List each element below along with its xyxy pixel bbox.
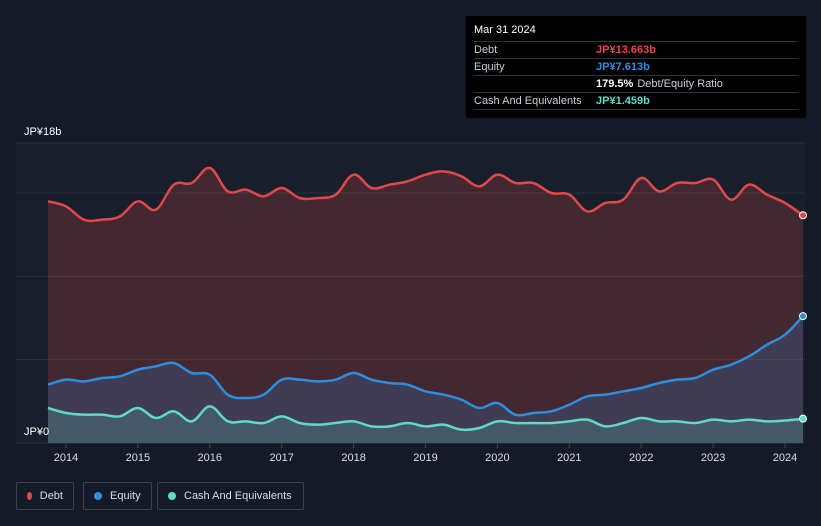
tooltip-debt-value: JP¥13.663b bbox=[596, 44, 656, 56]
grid-lines bbox=[16, 142, 805, 444]
cash-dot-icon bbox=[168, 492, 176, 500]
x-tick-label: 2015 bbox=[126, 452, 150, 464]
x-tick-label: 2019 bbox=[413, 452, 437, 464]
tooltip-debt-label: Debt bbox=[474, 44, 498, 56]
x-tick-label: 2017 bbox=[269, 452, 293, 464]
x-tick-label: 2018 bbox=[341, 452, 365, 464]
tooltip-equity-label: Equity bbox=[474, 61, 505, 73]
tooltip-cash-label: Cash And Equivalents bbox=[474, 95, 582, 107]
y-axis-bottom-label: JP¥0 bbox=[24, 426, 49, 438]
x-tick-label: 2023 bbox=[701, 452, 725, 464]
x-tick-label: 2014 bbox=[54, 452, 78, 464]
debt-line bbox=[47, 166, 804, 223]
x-axis: 2014 2015 2016 2017 2018 2019 2020 2021 2022 2023… bbox=[54, 443, 797, 464]
hover-tooltip: Mar 31 2024 Debt JP¥13.663b Equity JP¥7.… bbox=[466, 16, 806, 118]
tooltip-date: Mar 31 2024 bbox=[474, 24, 536, 36]
tooltip-equity-value: JP¥7.613b bbox=[596, 61, 650, 73]
x-tick-label: 2020 bbox=[485, 452, 509, 464]
tooltip-cash-value: JP¥1.459b bbox=[596, 95, 650, 107]
series-lines bbox=[47, 166, 807, 432]
legend-equity[interactable]: Equity bbox=[83, 482, 152, 510]
legend-cash-label: Cash And Equivalents bbox=[184, 490, 292, 502]
debt-area bbox=[48, 167, 803, 443]
x-tick-label: 2021 bbox=[557, 452, 581, 464]
legend-cash[interactable]: Cash And Equivalents bbox=[157, 482, 304, 510]
x-tick-label: 2024 bbox=[773, 452, 797, 464]
legend-debt[interactable]: Debt bbox=[16, 482, 74, 510]
equity-end-marker[interactable] bbox=[799, 312, 807, 321]
tooltip-ratio-label: Debt/Equity Ratio bbox=[637, 78, 723, 90]
tooltip-row-equity: Equity JP¥7.613b bbox=[474, 58, 798, 75]
cash-end-marker[interactable] bbox=[799, 414, 807, 423]
series-areas bbox=[48, 167, 803, 443]
cash-line bbox=[47, 405, 804, 432]
tooltip-row-ratio: 179.5% Debt/Equity Ratio bbox=[474, 75, 798, 92]
tooltip-row-debt: Debt JP¥13.663b bbox=[474, 41, 798, 58]
tooltip-row-cash: Cash And Equivalents JP¥1.459b bbox=[474, 92, 798, 110]
equity-dot-icon bbox=[94, 492, 102, 500]
equity-area bbox=[48, 316, 803, 443]
cash-area bbox=[48, 406, 803, 443]
legend-debt-label: Debt bbox=[39, 490, 63, 502]
y-axis-top-label: JP¥18b bbox=[24, 126, 61, 138]
legend-equity-label: Equity bbox=[110, 490, 141, 502]
tooltip-ratio-value: 179.5% bbox=[596, 78, 634, 90]
debt-end-marker[interactable] bbox=[799, 211, 807, 220]
debt-dot-icon bbox=[27, 492, 32, 500]
x-tick-label: 2022 bbox=[629, 452, 653, 464]
x-tick-label: 2016 bbox=[198, 452, 222, 464]
equity-line bbox=[47, 315, 804, 417]
